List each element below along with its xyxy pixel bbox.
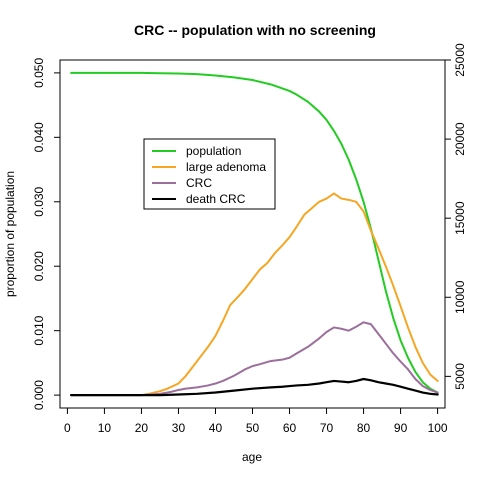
axis-layer: 0 10 20 30 40 50 60 70 80 90 100 0.000 0.010 0.020 0.0…: [32, 43, 467, 435]
x-tick-label-90: 90: [394, 421, 408, 435]
series-line-death-CRC: [70, 377, 439, 397]
legend-box: [143, 138, 276, 210]
y-tick-label-1: 0.010: [32, 315, 46, 345]
x-tick-label-60: 60: [283, 421, 297, 435]
x-axis-label: age: [242, 450, 262, 464]
x-tick-label-50: 50: [246, 421, 260, 435]
right-tick-label-3: 20000: [453, 122, 467, 156]
y-tick-label-4: 0.040: [32, 122, 46, 152]
series-line-population: [70, 71, 439, 394]
plot-frame: [59, 59, 446, 409]
legend-label-death-CRC: death CRC: [186, 192, 246, 206]
x-tick-label-30: 30: [172, 421, 186, 435]
legend-label-large-adenoma: large adenoma: [186, 160, 266, 174]
x-tick-label-20: 20: [135, 421, 149, 435]
y-tick-label-5: 0.050: [32, 58, 46, 88]
y-tick-label-2: 0.020: [32, 251, 46, 281]
legend-label-population: population: [186, 144, 241, 158]
series-layer: [70, 71, 439, 397]
y-axis-label: proportion of population: [3, 171, 17, 297]
x-tick-label-40: 40: [209, 421, 223, 435]
right-tick-label-2: 15000: [453, 201, 467, 235]
x-tick-label-70: 70: [320, 421, 334, 435]
right-tick-label-1: 10000: [453, 280, 467, 314]
legend: population large adenoma CRC death CRC: [143, 138, 276, 210]
chart-title: CRC -- population with no screening: [134, 22, 376, 38]
x-tick-label-0: 0: [64, 421, 71, 435]
series-line-CRC: [70, 321, 439, 397]
y-tick-label-0: 0.000: [32, 380, 46, 410]
x-tick-label-80: 80: [357, 421, 371, 435]
right-tick-label-0: 5000: [453, 363, 467, 390]
x-tick-label-100: 100: [428, 421, 448, 435]
x-tick-label-10: 10: [98, 421, 112, 435]
y-tick-label-3: 0.030: [32, 186, 46, 216]
legend-label-CRC: CRC: [186, 176, 212, 190]
series-line-large-adenoma: [70, 192, 439, 397]
right-tick-label-4: 25000: [453, 43, 467, 77]
